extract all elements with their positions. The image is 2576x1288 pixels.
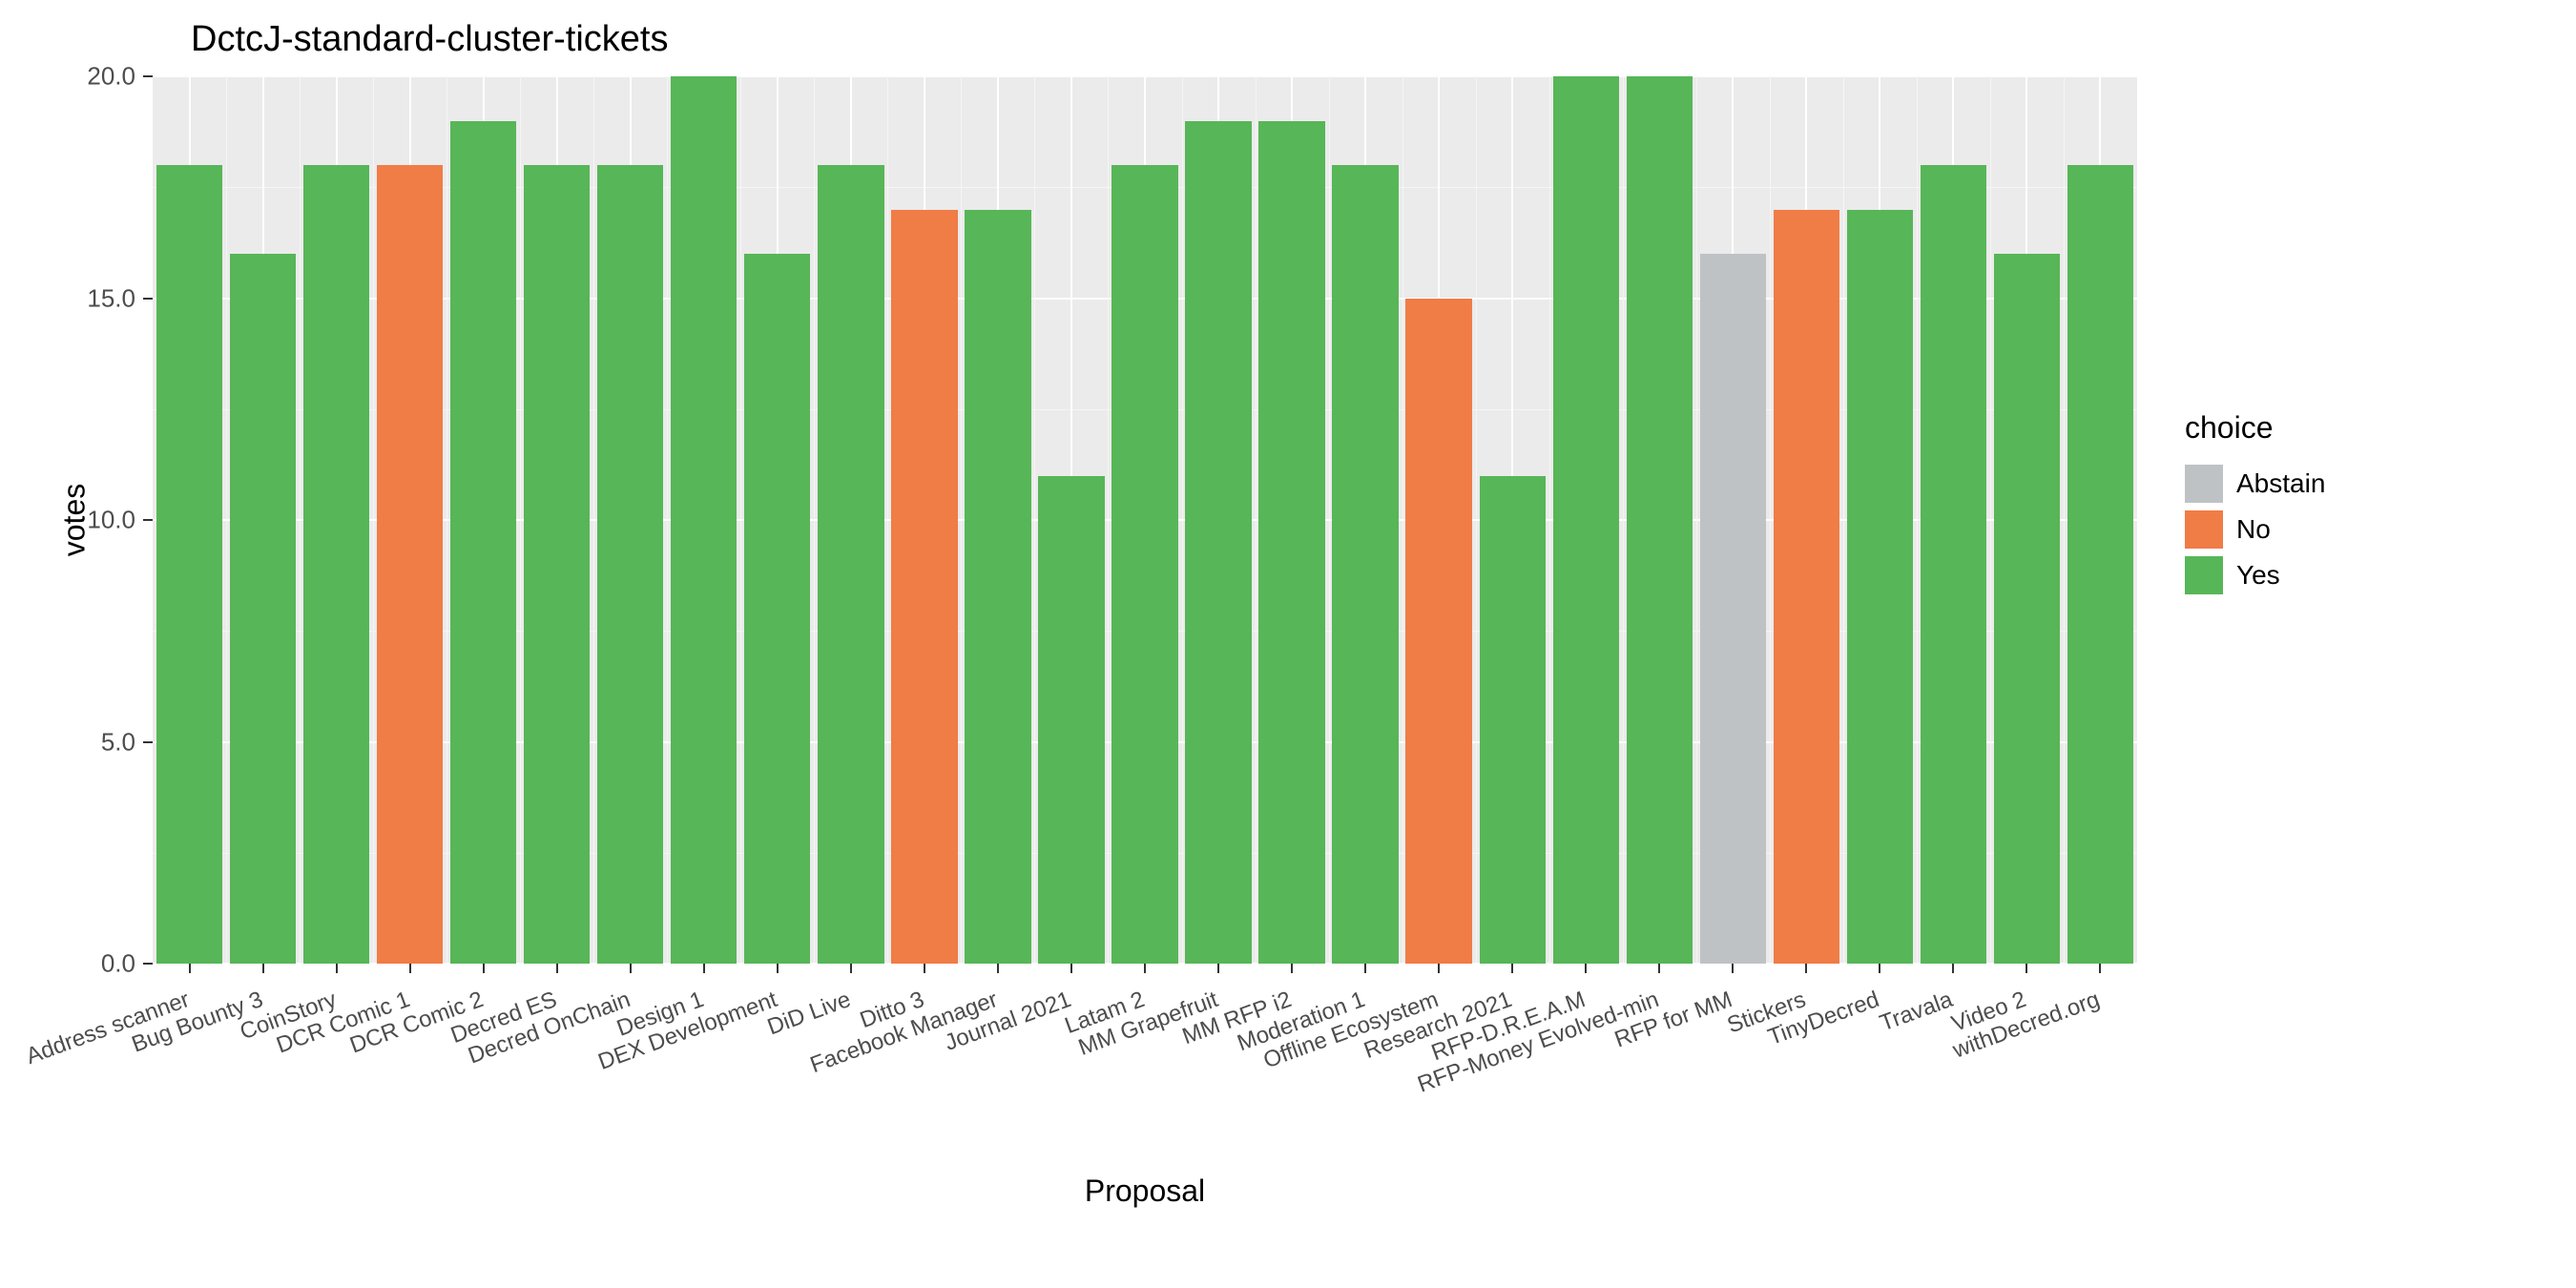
vgridline-minor	[1696, 76, 1697, 964]
vgridline-minor	[300, 76, 301, 964]
bar	[524, 165, 590, 964]
y-tick-label: 0.0	[101, 949, 153, 979]
bar	[1847, 210, 1913, 965]
bar	[1332, 165, 1398, 964]
bar	[1774, 210, 1839, 965]
bar	[377, 165, 443, 964]
vgridline-minor	[887, 76, 888, 964]
bar	[1921, 165, 1986, 964]
vgridline-minor	[2064, 76, 2065, 964]
x-tick-mark	[850, 964, 852, 973]
bar	[818, 165, 883, 964]
legend-label: No	[2236, 514, 2271, 545]
x-tick-mark	[262, 964, 264, 973]
x-tick-mark	[1658, 964, 1660, 973]
bar	[1258, 121, 1324, 965]
y-tick-label: 5.0	[101, 727, 153, 757]
vgridline-minor	[1476, 76, 1477, 964]
x-tick-mark	[997, 964, 999, 973]
bar	[1185, 121, 1251, 965]
x-tick-mark	[409, 964, 411, 973]
bar	[1553, 76, 1619, 964]
y-tick-label: 20.0	[87, 62, 153, 92]
x-tick-mark	[1585, 964, 1587, 973]
bar	[1111, 165, 1177, 964]
x-tick-mark	[1291, 964, 1293, 973]
x-tick-mark	[1144, 964, 1146, 973]
vgridline-minor	[667, 76, 668, 964]
bar	[597, 165, 663, 964]
x-tick-mark	[924, 964, 925, 973]
x-tick-mark	[1511, 964, 1513, 973]
bar	[2067, 165, 2133, 964]
vgridline-minor	[961, 76, 962, 964]
bar	[1700, 254, 1766, 964]
vgridline-minor	[814, 76, 815, 964]
chart-container: DctcJ-standard-cluster-tickets votes 0.0…	[0, 0, 2576, 1288]
x-tick-mark	[1217, 964, 1219, 973]
bar	[1405, 299, 1471, 965]
legend-item: No	[2185, 510, 2325, 549]
bar	[744, 254, 810, 964]
x-tick-mark	[1879, 964, 1880, 973]
legend-swatch	[2185, 556, 2223, 594]
legend-item: Abstain	[2185, 465, 2325, 503]
legend-label: Yes	[2236, 560, 2280, 591]
x-tick-mark	[703, 964, 705, 973]
legend-swatch	[2185, 465, 2223, 503]
bar	[303, 165, 369, 964]
vgridline-minor	[373, 76, 374, 964]
vgridline-minor	[1329, 76, 1330, 964]
x-tick-mark	[1070, 964, 1072, 973]
y-tick-label: 10.0	[87, 506, 153, 535]
vgridline-minor	[1549, 76, 1550, 964]
vgridline-minor	[226, 76, 227, 964]
bar	[1994, 254, 2060, 964]
vgridline-minor	[1108, 76, 1109, 964]
x-tick-mark	[483, 964, 485, 973]
legend-swatch	[2185, 510, 2223, 549]
vgridline-minor	[1256, 76, 1257, 964]
y-tick-label: 15.0	[87, 283, 153, 313]
x-tick-mark	[1952, 964, 1954, 973]
x-tick-mark	[777, 964, 779, 973]
vgridline-minor	[1917, 76, 1918, 964]
x-tick-mark	[189, 964, 191, 973]
chart-title: DctcJ-standard-cluster-tickets	[191, 19, 668, 60]
x-tick-mark	[1805, 964, 1807, 973]
legend-item: Yes	[2185, 556, 2325, 594]
x-tick-mark	[630, 964, 632, 973]
x-tick-mark	[2099, 964, 2101, 973]
x-tick-mark	[2025, 964, 2027, 973]
vgridline-minor	[520, 76, 521, 964]
bar	[671, 76, 737, 964]
vgridline-minor	[1990, 76, 1991, 964]
bar	[156, 165, 222, 964]
vgridline-minor	[1770, 76, 1771, 964]
bar	[965, 210, 1030, 965]
bar	[230, 254, 296, 964]
legend-label: Abstain	[2236, 468, 2325, 499]
vgridline-minor	[1623, 76, 1624, 964]
x-tick-mark	[556, 964, 558, 973]
bar	[1480, 476, 1546, 965]
x-tick-mark	[1364, 964, 1366, 973]
vgridline-minor	[1402, 76, 1403, 964]
x-tick-mark	[336, 964, 338, 973]
bar	[450, 121, 516, 965]
x-axis-title: Proposal	[1085, 1174, 1205, 1209]
legend: choice Abstain No Yes	[2185, 410, 2325, 602]
legend-title: choice	[2185, 410, 2325, 446]
bar	[1627, 76, 1693, 964]
plot-area: 0.05.010.015.020.0Address scannerBug Bou…	[153, 76, 2137, 964]
x-tick-mark	[1438, 964, 1440, 973]
vgridline-minor	[1843, 76, 1844, 964]
bar	[1038, 476, 1104, 965]
vgridline-minor	[1182, 76, 1183, 964]
x-tick-mark	[1732, 964, 1734, 973]
vgridline-minor	[1034, 76, 1035, 964]
bar	[891, 210, 957, 965]
vgridline-minor	[740, 76, 741, 964]
vgridline-minor	[593, 76, 594, 964]
